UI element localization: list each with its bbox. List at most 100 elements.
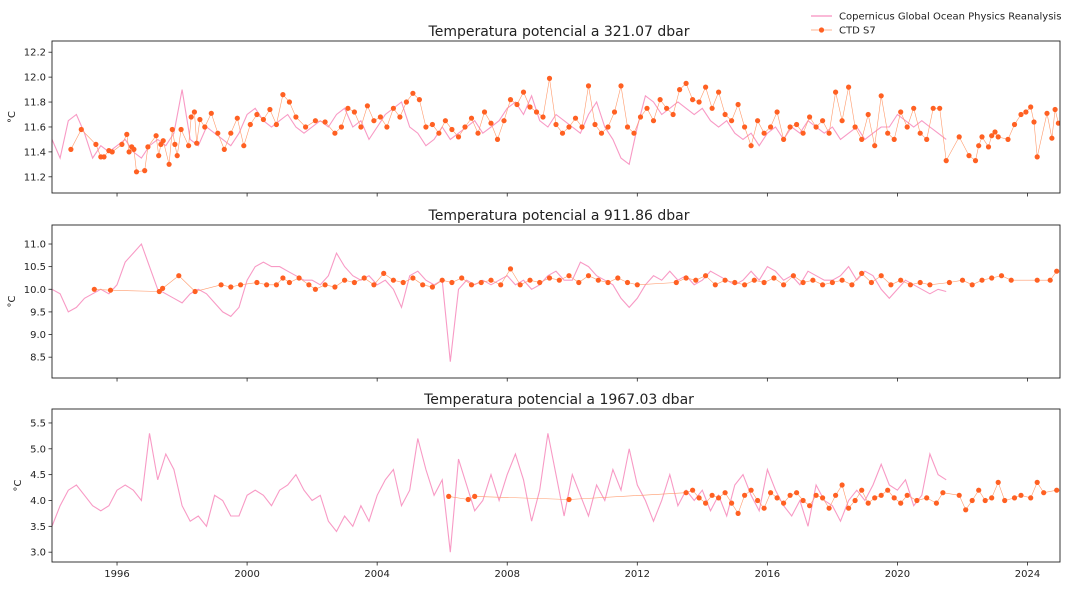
ctd-data-point [781,136,787,142]
ctd-data-point [787,124,793,130]
ctd-data-point [888,282,894,288]
ctd-data-point [1034,277,1040,283]
ctd-data-point [192,288,198,295]
ctd-data-point [865,111,871,118]
ctd-data-point [839,277,845,283]
ctd-data-point [690,487,696,493]
ctd-data-point [124,131,130,137]
ctd-data-point [677,87,683,93]
ctd-data-point [1034,154,1040,160]
ctd-data-point [755,118,761,124]
ctd-data-point [410,90,416,96]
ctd-data-point [722,490,728,496]
ctd-data-point [145,144,151,150]
y-tick-label: 12.0 [24,73,46,84]
ctd-data-point [553,121,559,128]
ctd-data-point [332,130,338,136]
ctd-data-point [381,270,387,276]
ctd-data-point [507,266,514,272]
plot-area [52,242,1060,362]
ctd-data-point [761,130,767,136]
ctd-data-point [595,277,601,283]
x-tick-label: 2016 [755,569,780,580]
ctd-data-point [280,92,286,98]
ctd-data-point [634,282,640,288]
x-tick-label: 1996 [104,569,129,580]
ctd-data-point [178,126,184,133]
ctd-data-point [377,114,383,120]
ctd-data-point [371,282,377,288]
ctd-data-point [995,479,1001,485]
ctd-data-point [218,282,224,288]
ctd-data-point [878,93,884,99]
ctd-data-point [475,130,481,136]
ctd-data-point [260,116,266,123]
ctd-data-point [169,126,175,133]
ctd-data-point [605,279,611,286]
ctd-data-point [615,275,621,281]
ctd-data-point [833,492,839,498]
ctd-data-point [576,279,582,286]
ctd-data-point [820,495,826,501]
ctd-data-point [160,138,166,144]
ctd-data-point [361,275,367,281]
ctd-data-point [420,282,426,288]
ctd-data-point [972,158,979,164]
ctd-data-point [839,118,845,124]
ctd-data-point [436,130,442,136]
ctd-data-point [1028,104,1034,110]
ctd-data-point [191,109,197,115]
ctd-data-point [722,111,728,118]
ctd-data-point [956,492,962,498]
ctd-data-point [742,124,748,130]
ctd-data-point [228,284,234,290]
ctd-data-point [371,118,377,124]
ctd-data-point [345,105,351,111]
ctd-data-point [131,146,137,152]
ctd-data-point [101,154,107,160]
ctd-data-point [878,273,884,279]
ctd-data-point [774,495,780,501]
ctd-data-point [937,105,943,111]
ctd-data-point [781,282,787,288]
y-tick-label: 3.0 [30,548,46,559]
ctd-data-point [761,505,767,511]
ctd-data-point [423,124,429,130]
ctd-data-point [166,161,172,167]
ctd-data-point [683,80,689,86]
panel-title: Temperatura potencial a 911.86 dbar [428,208,690,224]
ctd-data-point [156,153,162,159]
ctd-data-point [241,143,247,149]
ctd-data-point [559,130,566,136]
ctd-data-point [188,114,194,120]
ctd-data-point [703,500,709,506]
ctd-data-point [712,282,718,288]
ctd-data-point [917,130,923,136]
ctd-data-point [859,270,865,276]
legend: Copernicus Global Ocean Physics Reanalys… [811,12,1061,37]
ctd-data-point [488,277,494,283]
ctd-data-point [794,490,800,496]
ctd-data-point [865,500,871,506]
ctd-data-point [358,124,364,130]
ctd-data-point [1018,111,1024,118]
ctd-data-point [794,121,800,128]
ctd-data-point [1054,268,1060,274]
ctd-data-point [160,285,166,291]
ctd-data-point [768,490,774,496]
ctd-data-point [611,109,618,115]
ctd-data-point [1031,119,1037,125]
ctd-data-point [446,493,452,499]
ctd-data-point [829,279,836,286]
ctd-data-point [332,284,338,290]
ctd-data-point [748,143,754,149]
ctd-data-point [514,101,520,108]
ctd-data-point [735,101,741,108]
ctd-data-point [1041,490,1047,496]
ctd-data-point [322,119,328,125]
ctd-data-point [898,500,904,506]
ctd-data-point [624,124,631,130]
ctd-data-point [1055,120,1060,126]
ctd-data-point [771,275,777,281]
ctd-data-point [174,153,180,159]
